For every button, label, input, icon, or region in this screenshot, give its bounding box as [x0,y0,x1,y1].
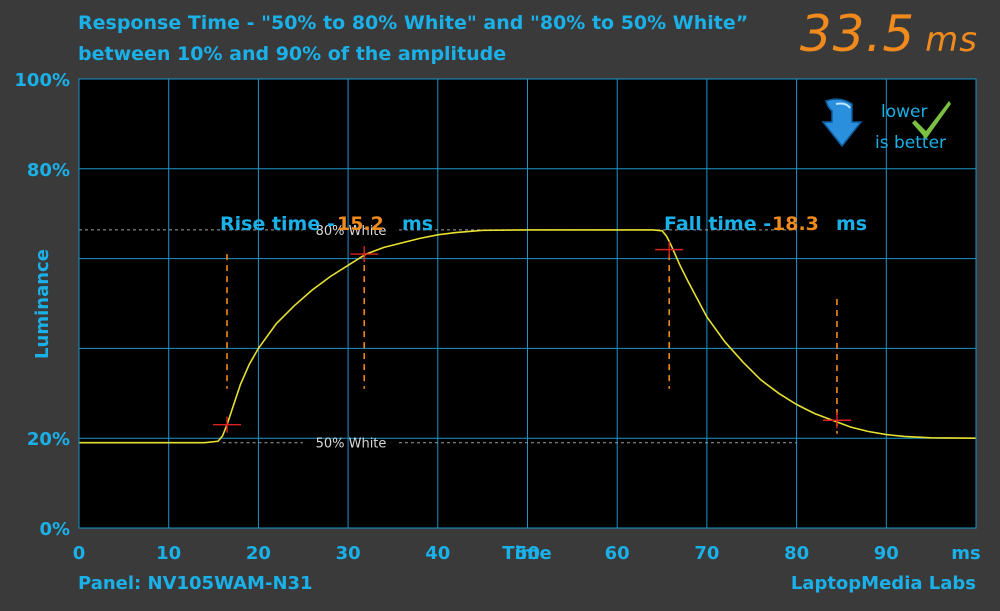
y-axis-title: Luminance [32,249,53,359]
chart-title-line2: between 10% and 90% of the amplitude [78,43,507,65]
x-tick-label: 70 [694,543,719,564]
chart-title-line1: Response Time - "50% to 80% White" and "… [78,12,749,34]
x-tick-label: 0 [73,543,86,564]
y-tick-label: 20% [27,429,70,450]
fall-time-annotation: Fall time - 18.3 ms [664,213,867,235]
y-tick-labels: 100% 80% 20% 0% [14,70,70,540]
measurement-lines [226,254,838,434]
lower-is-better-badge: lower is better [821,98,951,153]
x-tick-label: 60 [605,543,630,564]
x-tick-label: 90 [874,543,899,564]
badge-line2: is better [875,133,946,153]
y-tick-label: 100% [14,70,70,91]
down-arrow-icon [821,98,863,148]
rise-time-unit: ms [402,213,433,235]
reference-line-label: 50% White [316,437,387,452]
x-tick-label: 40 [425,543,450,564]
y-tick-label: 80% [27,160,70,181]
x-tick-label: 20 [246,543,271,564]
panel-model: Panel: NV105WAM-N31 [78,573,313,594]
grid [79,79,976,528]
rise-time-label: Rise time - [220,213,335,235]
x-axis-title: Time [502,543,551,564]
plot-border [78,78,977,529]
fall-time-label: Fall time - [664,213,771,235]
x-axis-unit: ms [951,543,980,564]
x-tick-label: 80 [784,543,809,564]
transition-marker [213,416,242,433]
checkmark-icon [912,101,951,139]
total-response-value: 33.5 [799,5,916,63]
transition-marker [350,246,379,263]
x-tick-label: 50 [515,543,540,564]
luminance-curve [79,229,977,444]
brand-credit: LaptopMedia Labs [790,573,976,594]
y-tick-label: 0% [39,519,70,540]
reference-line-label: 80% White [316,224,387,239]
rise-time-annotation: Rise time - 15.2 ms [220,213,433,235]
badge-line1: lower [881,102,927,122]
transition-marker [655,241,684,258]
fall-time-unit: ms [836,213,867,235]
x-tick-label: 10 [156,543,181,564]
markers [213,241,851,433]
axis-labels: Luminance Time ms [32,249,981,564]
chart-title: Response Time - "50% to 80% White" and "… [78,8,748,70]
total-response-unit: ms [925,20,978,60]
transition-marker [822,412,851,429]
rise-time-value: 15.2 [337,213,384,235]
x-tick-labels: 0 10 20 30 40 50 60 70 80 90 [73,543,899,564]
total-response-time: 33.5 ms [800,4,978,70]
fall-time-value: 18.3 [772,213,819,235]
x-tick-label: 30 [336,543,361,564]
